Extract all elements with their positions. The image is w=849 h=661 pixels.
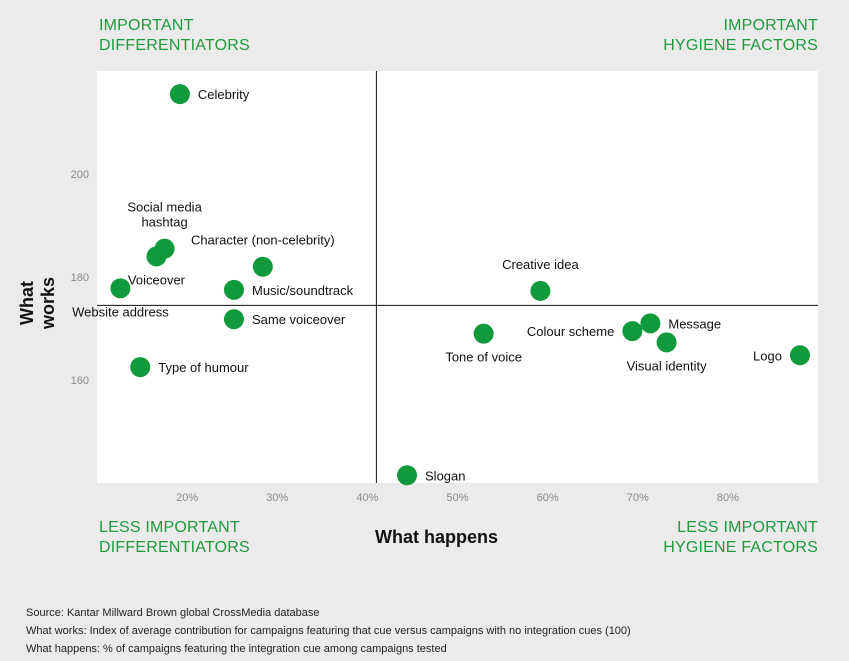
data-label: Message	[668, 316, 721, 331]
data-point	[640, 313, 661, 334]
source-note: Source: Kantar Millward Brown global Cro…	[26, 607, 320, 619]
data-label: Same voiceover	[252, 312, 346, 327]
what-happens-note: What happens: % of campaigns featuring t…	[26, 643, 447, 655]
data-point	[110, 278, 131, 299]
data-point	[530, 280, 551, 301]
data-label: Slogan	[425, 468, 465, 483]
x-tick-label: 70%	[627, 492, 649, 504]
x-tick-label: 30%	[266, 492, 288, 504]
x-tick-label: 50%	[446, 492, 468, 504]
x-axis-title: What happens	[375, 527, 499, 547]
quadrant-label-line: LESS IMPORTANT	[99, 519, 240, 536]
data-label: Logo	[753, 348, 782, 363]
y-tick-label: 180	[71, 272, 89, 284]
data-label: Character (non-celebrity)	[191, 233, 335, 248]
data-label: Type of humour	[158, 360, 249, 375]
data-point	[473, 323, 494, 344]
data-point	[130, 357, 151, 378]
x-tick-label: 60%	[537, 492, 559, 504]
data-label: Tone of voice	[445, 350, 522, 365]
data-point	[622, 321, 643, 342]
data-label: Voiceover	[128, 272, 186, 287]
y-tick-label: 160	[71, 375, 89, 387]
data-point	[223, 309, 244, 330]
y-tick-label: 200	[71, 169, 89, 181]
data-point	[789, 345, 810, 366]
data-point	[223, 279, 244, 300]
quadrant-label-line: HYGIENE FACTORS	[663, 37, 818, 54]
footnotes: Source: Kantar Millward Brown global Cro…	[26, 604, 631, 658]
data-label: Social media hashtag	[127, 200, 202, 230]
data-point	[252, 256, 273, 277]
data-point	[656, 332, 677, 353]
quadrant-label-line: DIFFERENTIATORS	[99, 539, 250, 556]
data-point	[146, 246, 167, 267]
data-label: Celebrity	[198, 87, 250, 102]
x-tick-label: 20%	[176, 492, 198, 504]
quadrant-label-bottom-left: LESS IMPORTANT DIFFERENTIATORS	[99, 518, 250, 558]
quadrant-label-top-left: IMPORTANT DIFFERENTIATORS	[99, 16, 250, 56]
plot-area	[97, 71, 818, 483]
quadrant-label-bottom-right: LESS IMPORTANT HYGIENE FACTORS	[663, 518, 818, 558]
quadrant-label-line: LESS IMPORTANT	[677, 519, 818, 536]
what-works-note: What works: Index of average contributio…	[26, 625, 631, 637]
data-label: Music/soundtrack	[252, 283, 354, 298]
quadrant-label-line: DIFFERENTIATORS	[99, 37, 250, 54]
data-label: Website address	[72, 304, 169, 319]
y-axis-title: What works	[17, 276, 58, 330]
x-tick-label: 80%	[717, 492, 739, 504]
data-point	[397, 465, 418, 486]
data-point	[169, 84, 190, 105]
quadrant-label-line: HYGIENE FACTORS	[663, 539, 818, 556]
quadrant-label-top-right: IMPORTANT HYGIENE FACTORS	[663, 16, 818, 56]
data-label: Colour scheme	[527, 324, 614, 339]
x-tick-label: 40%	[356, 492, 378, 504]
quadrant-label-line: IMPORTANT	[99, 17, 194, 34]
quadrant-label-line: IMPORTANT	[723, 17, 818, 34]
data-label: Creative idea	[502, 257, 579, 272]
data-label: Visual identity	[627, 358, 707, 373]
